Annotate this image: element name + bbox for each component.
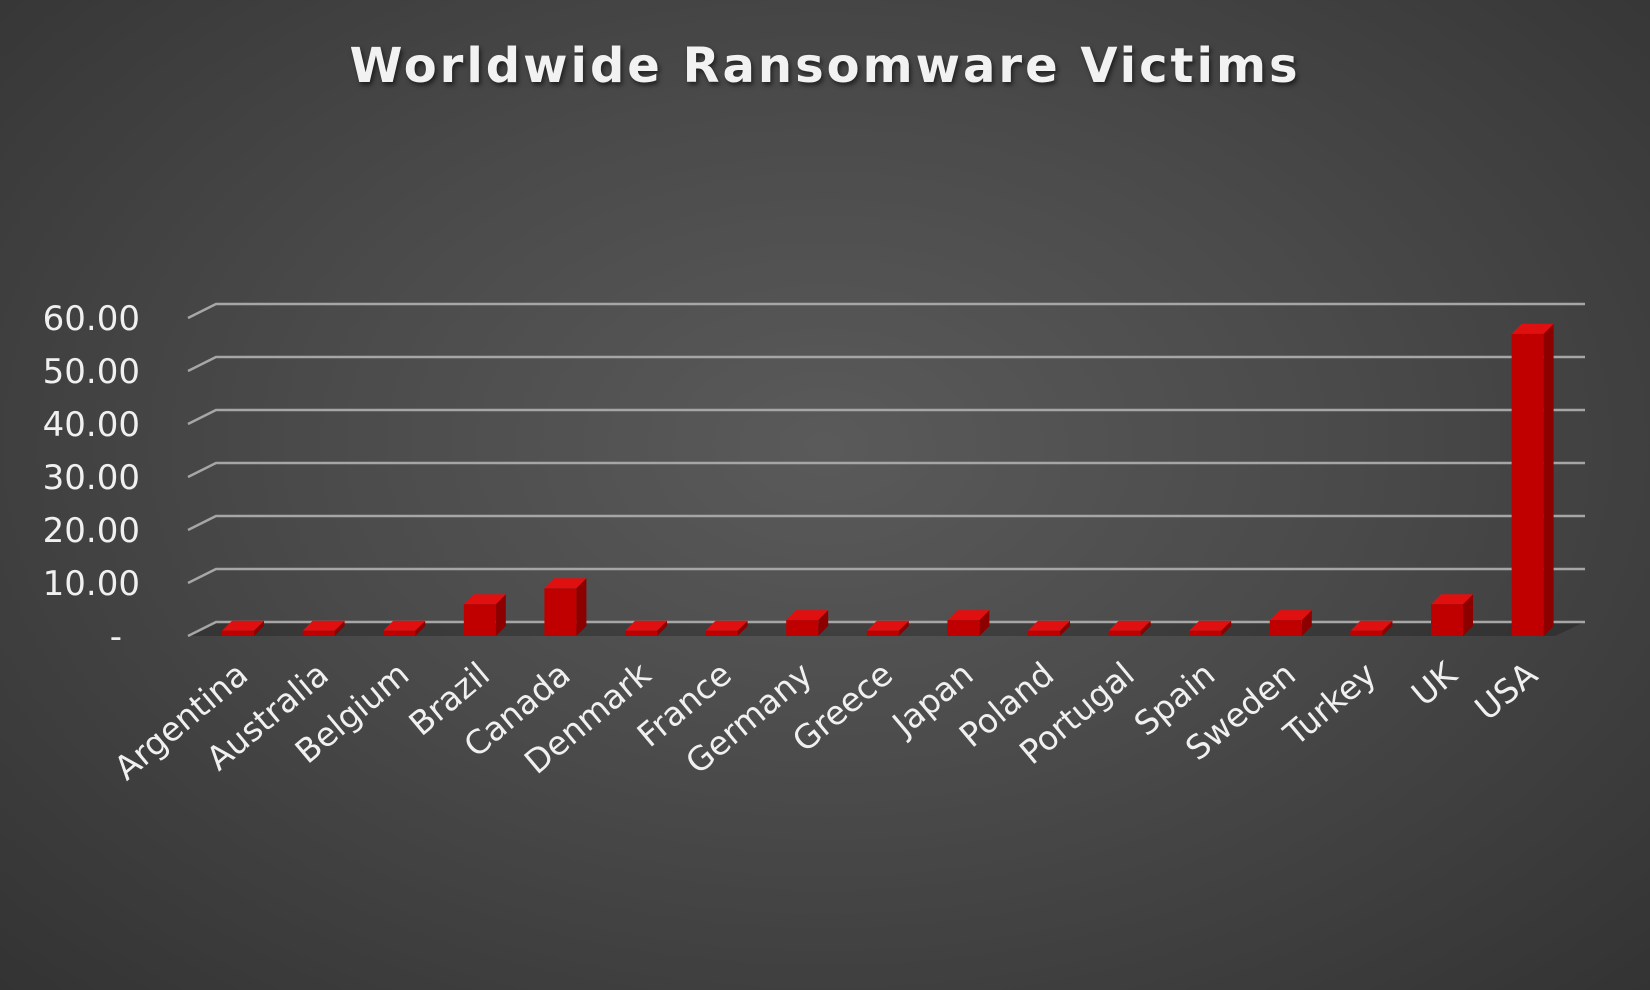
bar-side [737,620,748,636]
bar [1108,620,1151,636]
bar [463,594,506,636]
bar [1350,620,1393,636]
gridline [187,567,1585,585]
bar [1511,323,1554,636]
bar-top [786,610,829,621]
bar-side [898,620,909,636]
y-axis-ticks: - 10.00 20.00 30.00 40.00 50.00 60.00 [43,299,140,657]
bar-front [1108,630,1141,636]
bar-front [1350,630,1383,636]
bar [947,610,990,636]
y-tick-label: 40.00 [43,405,140,445]
y-tick-label: 30.00 [43,458,140,498]
bar-top [947,610,990,621]
bar-top [463,594,506,605]
x-axis-labels: ArgentinaAustraliaBelgiumBrazilCanadaDen… [107,653,1545,787]
bar-top [1511,323,1554,334]
y-tick-label: 20.00 [43,511,140,551]
bar-side [1543,323,1554,636]
bar-front [1511,333,1544,636]
bar-top [1108,620,1151,631]
bar-front [947,620,980,636]
bar-front [625,630,657,636]
bar-top [302,620,345,631]
bar-front [463,604,496,636]
bar-top [544,578,587,589]
bar-front [383,630,416,636]
bar-top [866,620,909,631]
bar [705,620,748,636]
bar-top [1431,594,1473,605]
y-tick-label: - [110,617,122,657]
bar-side [576,578,587,636]
bar-top [625,620,667,631]
bar-front [302,630,335,636]
x-tick-label: Turkey [1275,654,1383,754]
bar [544,578,587,636]
gridline [187,461,1585,479]
bar-side [334,620,345,636]
gridlines [187,302,1585,638]
bar-top [1269,610,1312,621]
y-tick-label: 60.00 [43,299,140,339]
gridline [187,514,1585,532]
bar-side [495,594,506,636]
bar [1028,620,1070,636]
bar-top [705,620,748,631]
y-tick-label: 10.00 [43,564,140,604]
bar [1431,594,1473,636]
bar [866,620,909,636]
bar-side [818,610,829,636]
chart-title: Worldwide Ransomware Victims [349,38,1301,94]
bar-top [1350,620,1393,631]
bar-side [1382,620,1393,636]
bar-front [1028,630,1060,636]
bar-side [979,610,990,636]
bar-side [1221,620,1232,636]
bar-side [415,620,426,636]
bar-front [544,588,577,636]
bar-front [786,620,819,636]
x-tick-label: UK [1404,653,1465,713]
gridline [187,408,1585,426]
bar-side [657,620,667,636]
x-tick-label: USA [1467,654,1545,728]
bar [1269,610,1312,636]
bar-top [222,620,264,631]
bar [302,620,345,636]
bar-top [1028,620,1070,631]
bars [222,323,1554,636]
gridline [187,302,1585,320]
bar-front [1189,630,1222,636]
bar [625,620,667,636]
bar-front [866,630,899,636]
bar-top [1189,620,1232,631]
bar-front [705,630,738,636]
bar-side [254,620,264,636]
bar [222,620,264,636]
bar-front [1431,604,1463,636]
bar-side [1463,594,1473,636]
bar-front [1269,620,1302,636]
gridline [187,355,1585,373]
bar-side [1301,610,1312,636]
bar [383,620,426,636]
bar-side [1140,620,1151,636]
bar-side [1060,620,1070,636]
bar-front [222,630,254,636]
bar [786,610,829,636]
bar [1189,620,1232,636]
bar-top [383,620,426,631]
y-tick-label: 50.00 [43,352,140,392]
